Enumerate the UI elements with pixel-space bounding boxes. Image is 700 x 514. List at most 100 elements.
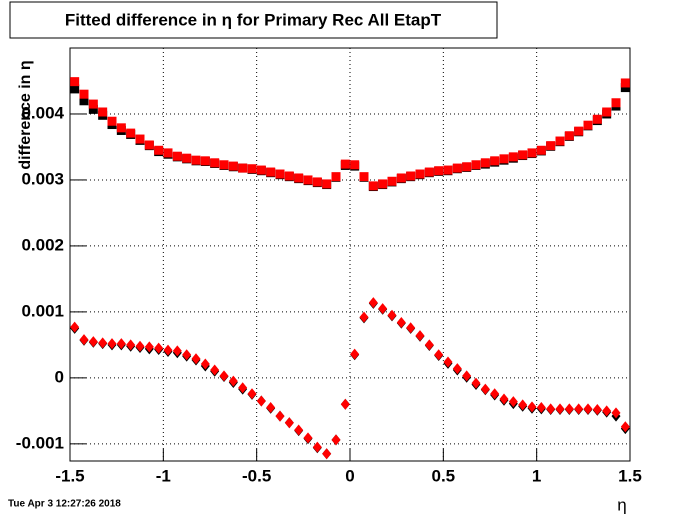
point bbox=[443, 356, 453, 368]
point bbox=[228, 375, 238, 387]
point bbox=[555, 403, 565, 415]
point bbox=[340, 398, 350, 410]
point bbox=[592, 404, 602, 416]
point bbox=[210, 158, 220, 168]
point bbox=[116, 338, 126, 350]
x-tick-label: -1 bbox=[156, 466, 171, 485]
point bbox=[611, 98, 621, 108]
point bbox=[312, 441, 322, 453]
point bbox=[452, 363, 462, 375]
point bbox=[284, 417, 294, 429]
plot-area: -0.001 0 0.001 0.002 0.003 0.004 -1.5 -1 -0.5 0 0.… bbox=[16, 48, 642, 485]
point bbox=[88, 104, 98, 114]
point bbox=[256, 165, 266, 175]
point bbox=[135, 134, 145, 144]
point bbox=[172, 151, 182, 161]
point bbox=[583, 403, 593, 415]
point bbox=[555, 136, 565, 146]
point bbox=[163, 148, 173, 158]
point bbox=[154, 145, 164, 155]
y-tick-label: 0.001 bbox=[21, 301, 64, 320]
point bbox=[116, 123, 126, 133]
point bbox=[499, 154, 509, 164]
point bbox=[415, 330, 425, 342]
point bbox=[322, 179, 332, 189]
point bbox=[490, 156, 500, 166]
point bbox=[490, 388, 500, 400]
point bbox=[350, 160, 360, 170]
point bbox=[508, 396, 518, 408]
y-tick-label: 0.004 bbox=[21, 103, 64, 122]
point bbox=[527, 401, 537, 413]
point bbox=[247, 388, 257, 400]
point bbox=[611, 407, 621, 419]
x-tick-label: 1 bbox=[532, 466, 541, 485]
point bbox=[182, 349, 192, 361]
point bbox=[620, 83, 630, 93]
point bbox=[126, 128, 136, 138]
x-tick-label: -1.5 bbox=[55, 466, 84, 485]
point bbox=[368, 297, 378, 309]
x-tick-label: -0.5 bbox=[242, 466, 271, 485]
point bbox=[564, 131, 574, 141]
point bbox=[602, 107, 612, 117]
point bbox=[424, 167, 434, 177]
point bbox=[219, 160, 229, 170]
x-tick-label: 0.5 bbox=[432, 466, 456, 485]
x-tick-label: 0 bbox=[345, 466, 354, 485]
point bbox=[499, 393, 509, 405]
point bbox=[592, 114, 602, 124]
point bbox=[210, 364, 220, 376]
point bbox=[275, 169, 285, 179]
timestamp: Tue Apr 3 12:27:26 2018 bbox=[8, 499, 121, 510]
point bbox=[70, 77, 80, 87]
point bbox=[256, 395, 266, 407]
point bbox=[79, 96, 89, 106]
x-tick-label: 1.5 bbox=[618, 466, 642, 485]
point bbox=[331, 434, 341, 446]
point bbox=[378, 179, 388, 189]
point bbox=[620, 78, 630, 88]
point bbox=[546, 141, 556, 151]
point bbox=[98, 337, 108, 349]
point bbox=[294, 424, 304, 436]
point bbox=[406, 171, 416, 181]
point bbox=[144, 140, 154, 150]
point bbox=[79, 334, 89, 346]
point bbox=[172, 345, 182, 357]
y-axis-label: difference in η bbox=[17, 60, 34, 169]
point bbox=[518, 399, 528, 411]
point bbox=[294, 173, 304, 183]
point bbox=[424, 339, 434, 351]
point bbox=[480, 158, 490, 168]
point bbox=[107, 116, 117, 126]
point bbox=[70, 84, 80, 94]
point bbox=[564, 403, 574, 415]
y-tick-label: -0.001 bbox=[16, 433, 64, 452]
point bbox=[88, 336, 98, 348]
point bbox=[247, 164, 257, 174]
y-tick-label: 0 bbox=[55, 367, 64, 386]
point bbox=[144, 341, 154, 353]
point bbox=[200, 156, 210, 166]
point bbox=[368, 181, 378, 191]
y-tick-label: 0.003 bbox=[21, 169, 64, 188]
point bbox=[471, 160, 481, 170]
point bbox=[322, 448, 332, 460]
point bbox=[396, 173, 406, 183]
point bbox=[303, 432, 313, 444]
point bbox=[471, 377, 481, 389]
point bbox=[620, 421, 630, 433]
point bbox=[266, 167, 276, 177]
point bbox=[536, 402, 546, 414]
point bbox=[126, 339, 136, 351]
point bbox=[415, 169, 425, 179]
point bbox=[406, 322, 416, 334]
x-axis-label: η bbox=[617, 495, 626, 514]
point bbox=[574, 403, 584, 415]
chart-title: Fitted difference in η for Primary Rec A… bbox=[65, 10, 442, 29]
y-tick-label: 0.002 bbox=[21, 235, 64, 254]
point bbox=[98, 107, 108, 117]
point bbox=[462, 370, 472, 382]
